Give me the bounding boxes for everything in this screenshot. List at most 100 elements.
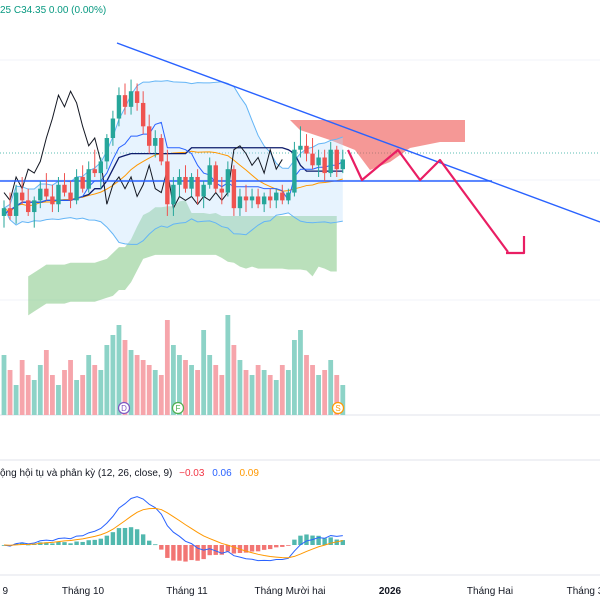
event-marker[interactable] [117,401,131,415]
volume-bar [261,370,267,415]
event-marker-letter: S [335,404,340,413]
candle-body [110,118,116,139]
macd-histogram-bar [74,541,79,545]
volume-bar [86,355,92,415]
volume-bar [19,360,25,415]
volume-bar [7,370,13,415]
event-marker[interactable] [171,401,185,415]
candle-body [292,149,297,193]
macd-legend: ộng hội tụ và phân kỳ (12, 26, close, 9)… [0,468,259,479]
lagging-span [3,90,283,210]
macd-histogram-bar [268,545,273,550]
volume-bar [189,365,194,415]
candle-body [26,200,31,213]
candle-body [153,138,158,146]
macd-histogram-bar [298,535,303,545]
macd-histogram-bar [286,545,291,546]
volume-bar [146,365,152,415]
volume-bar [255,365,261,415]
event-marker[interactable] [331,401,345,415]
volume-bar [316,375,321,415]
candle-body [304,145,309,154]
volume-bar [334,375,340,415]
candle-body [177,176,182,185]
macd-histogram-bar [44,542,49,545]
candle-body [225,169,231,193]
volume-bar [328,360,334,415]
candle-body [237,196,243,209]
candle-body [38,188,43,201]
volume-bar [116,325,122,415]
candle-body [32,200,37,213]
time-axis-label: 9 [2,586,8,597]
macd-histogram-bar [80,541,85,545]
candle-body [310,153,315,166]
volume-bar [340,385,346,415]
candle-body [316,157,321,166]
ichimoku-cloud [28,120,465,316]
candle-body [195,176,200,197]
macd-signal-value: 0.09 [239,468,259,479]
time-axis-label: Tháng 3 [567,586,600,597]
time-axis-label: Tháng 11 [166,586,208,597]
volume-bar [31,380,37,415]
candle-body [213,165,218,189]
descending-trendline[interactable] [116,42,600,223]
macd-histogram-bar [122,527,128,545]
volume-bar [92,365,98,415]
projection-line[interactable] [347,148,509,253]
volume-bar [50,375,55,415]
macd-histogram-value: −0.03 [179,468,205,479]
volume-bar [56,385,61,415]
candle-body [134,91,140,103]
volume-bar [122,340,128,415]
candle-body [328,149,333,174]
candle-body [128,91,134,107]
candle-body [56,184,61,205]
candle-body [92,169,97,174]
volume-bar [213,365,219,415]
candle-body [286,192,291,201]
macd-histogram-bar [153,544,158,546]
macd-histogram-bar [231,545,237,554]
macd-histogram-bar [86,540,91,545]
volume-bar [74,380,79,415]
macd-histogram-bar [159,545,164,550]
candle-body [86,169,91,189]
volume-bar [219,375,225,415]
volume-bar [201,330,207,415]
macd-histogram-bar [213,545,218,555]
candle-body [219,188,224,193]
candle-body [140,102,146,127]
macd-histogram-bar [195,545,200,561]
candle-body [50,196,55,205]
macd-histogram-bar [183,545,188,562]
time-axis-label: Tháng Hai [467,586,513,597]
volume-bar [231,345,237,415]
candle-body [7,208,13,216]
time-axis-label: Tháng Mười hai [254,586,325,597]
volume-bar [304,355,309,415]
macd-histogram-bar [219,545,224,555]
candle-body [183,176,188,189]
time-axis: 9 Tháng 10 Tháng 11 Tháng Mười hai 2026 Tháng… [2,586,600,597]
candle-body [255,196,261,205]
macd-histogram-bar [165,545,170,558]
macd-legend-label: ộng hội tụ và phân kỳ (12, 26, close, 9) [0,468,173,479]
macd-histogram-bar [243,545,249,553]
candle-body [261,196,267,205]
volume-bar [207,355,213,415]
volume-bar [140,360,146,415]
macd-histogram-bar [201,545,206,560]
candle-body [340,159,345,170]
macd-histogram-bar [98,538,103,545]
macd-histogram-bar [255,545,261,552]
volume-bar [62,370,67,415]
projection-path[interactable] [347,148,526,255]
volume-bar [134,355,140,415]
candle-body [122,95,128,107]
candle-body [44,188,49,197]
